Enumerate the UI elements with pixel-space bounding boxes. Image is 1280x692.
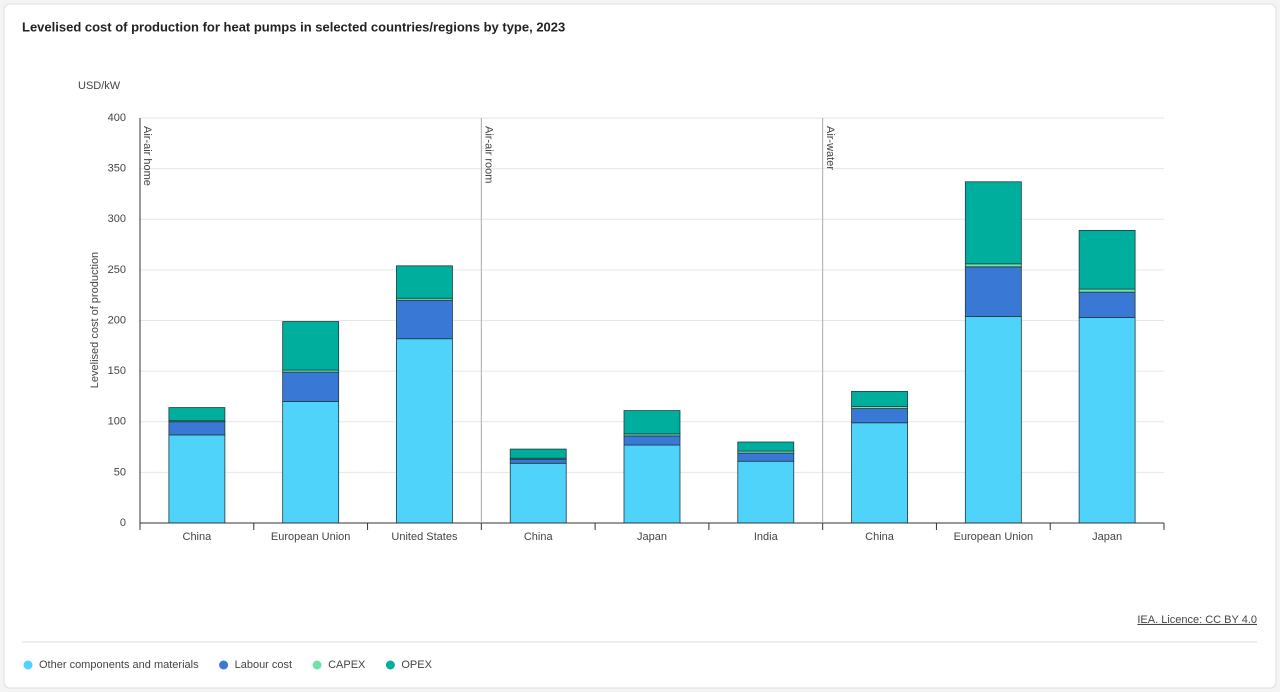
bar-segment: [851, 390, 908, 407]
bar-segment: [282, 321, 340, 371]
bar-segment: [737, 441, 795, 452]
y-tick-label: 200: [108, 314, 126, 326]
legend-label: CAPEX: [328, 659, 366, 671]
bar-segment: [851, 408, 908, 424]
legend-label: Other components and materials: [39, 659, 199, 671]
x-tick-label: China: [183, 531, 213, 543]
y-tick-label: 100: [108, 416, 126, 428]
x-tick-label: European Union: [954, 531, 1034, 543]
legend-marker: [219, 660, 229, 670]
bar-segment: [282, 401, 340, 524]
legend-marker: [385, 660, 395, 670]
bar-segment: [396, 299, 453, 340]
bar-segment: [396, 265, 453, 299]
bar-segment: [964, 266, 1022, 317]
bar-segment: [737, 460, 795, 524]
bar-segment: [168, 421, 226, 436]
bar-segment: [1078, 291, 1136, 318]
group-label: Air-air room: [482, 126, 494, 183]
group-label: Air-air home: [141, 126, 153, 186]
bar-segment: [623, 435, 681, 446]
x-tick-label: China: [524, 531, 554, 543]
y-tick-label: 150: [108, 365, 126, 377]
bar-segment: [737, 452, 795, 462]
x-tick-label: China: [865, 531, 895, 543]
legend-label: Labour cost: [235, 659, 292, 671]
legend-marker: [23, 660, 33, 670]
y-tick-label: 350: [108, 163, 126, 175]
y-unit: USD/kW: [78, 80, 121, 92]
x-tick-label: Japan: [637, 531, 667, 543]
bar-segment: [509, 462, 567, 524]
y-tick-label: 50: [114, 466, 126, 478]
bar-segment: [623, 410, 681, 435]
y-tick-label: 250: [108, 264, 126, 276]
bar-segment: [964, 181, 1022, 265]
y-axis-label: Levelised cost of production: [89, 252, 101, 388]
bar-segment: [964, 316, 1022, 524]
bar-segment: [1078, 288, 1136, 293]
bar-segment: [1078, 317, 1136, 524]
bar-segment: [168, 407, 226, 422]
bar-segment: [282, 371, 340, 402]
x-tick-label: Japan: [1092, 531, 1122, 543]
group-label: Air-water: [824, 126, 836, 170]
bar-segment: [1078, 229, 1136, 290]
bar-segment: [964, 263, 1022, 268]
bar-segment: [509, 458, 567, 464]
x-tick-label: European Union: [271, 531, 351, 543]
legend-label: OPEX: [401, 659, 432, 671]
bar-segment: [396, 338, 453, 524]
bar-segment: [168, 434, 226, 524]
source-link[interactable]: IEA. Licence: CC BY 4.0: [1137, 614, 1257, 626]
legend-marker: [312, 660, 322, 670]
chart-title: Levelised cost of production for heat pu…: [22, 19, 565, 34]
bar-segment: [509, 448, 567, 459]
y-tick-label: 400: [108, 112, 126, 124]
y-tick-label: 0: [120, 517, 126, 529]
bar-segment: [623, 444, 681, 524]
x-tick-label: India: [754, 531, 779, 543]
y-tick-label: 300: [108, 213, 126, 225]
x-tick-label: United States: [391, 531, 458, 543]
bar-segment: [851, 422, 908, 524]
